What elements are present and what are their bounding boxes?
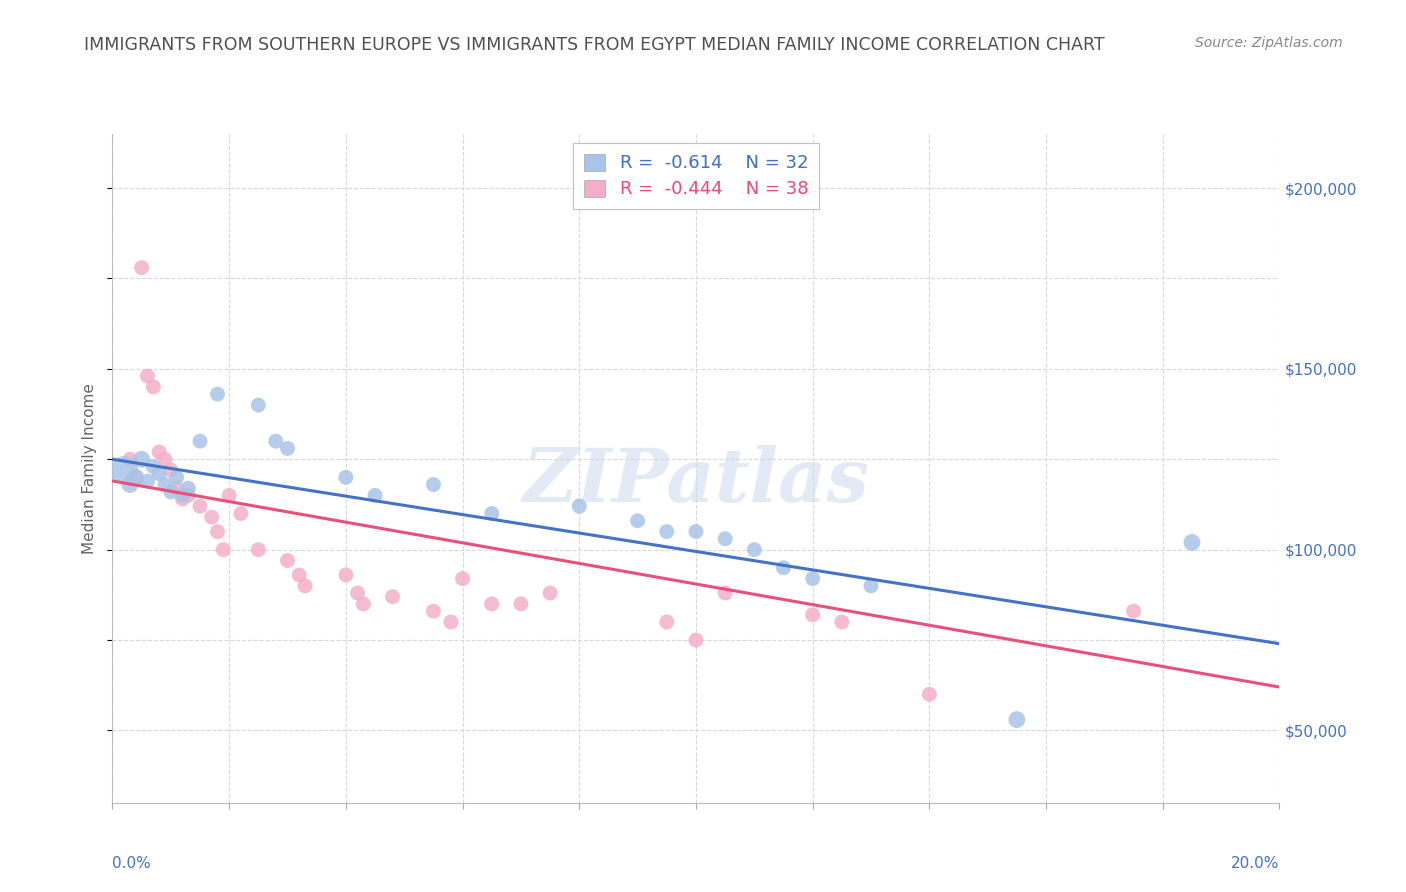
Y-axis label: Median Family Income: Median Family Income (82, 383, 97, 554)
Point (188, 500, 211, 514)
Point (1122, 604, 1144, 618)
Text: IMMIGRANTS FROM SOUTHERN EUROPE VS IMMIGRANTS FROM EGYPT MEDIAN FAMILY INCOME CO: IMMIGRANTS FROM SOUTHERN EUROPE VS IMMIG… (84, 36, 1105, 54)
Point (207, 524, 229, 539)
Point (166, 470, 188, 484)
Point (177, 481, 200, 495)
Point (118, 477, 141, 491)
Point (247, 398, 270, 412)
Point (509, 597, 531, 611)
Point (685, 633, 707, 648)
Point (160, 484, 183, 499)
Point (364, 488, 387, 502)
Point (655, 615, 678, 629)
Point (481, 507, 503, 521)
Point (142, 380, 165, 394)
Point (714, 532, 737, 546)
Point (335, 470, 357, 484)
Point (714, 586, 737, 600)
Legend: R =  -0.614    N = 32, R =  -0.444    N = 38: R = -0.614 N = 32, R = -0.444 N = 38 (572, 143, 820, 210)
Point (218, 488, 240, 502)
Point (276, 553, 298, 567)
Point (801, 572, 824, 586)
Point (918, 687, 941, 701)
Point (859, 579, 883, 593)
Point (125, 470, 148, 484)
Point (831, 615, 853, 629)
Point (742, 542, 765, 557)
Text: Source: ZipAtlas.com: Source: ZipAtlas.com (1195, 36, 1343, 50)
Point (112, 463, 135, 477)
Point (352, 597, 374, 611)
Point (264, 434, 287, 449)
Point (207, 387, 229, 401)
Point (172, 491, 194, 506)
Point (229, 507, 252, 521)
Point (136, 369, 159, 384)
Point (422, 604, 444, 618)
Point (685, 524, 707, 539)
Point (201, 510, 224, 524)
Point (153, 452, 176, 467)
Point (538, 586, 561, 600)
Point (131, 452, 153, 467)
Point (247, 542, 270, 557)
Point (166, 481, 188, 495)
Point (288, 568, 311, 582)
Point (335, 568, 357, 582)
Point (294, 579, 316, 593)
Point (160, 463, 183, 477)
Text: ZIPatlas: ZIPatlas (523, 445, 869, 518)
Point (131, 260, 153, 275)
Point (440, 615, 463, 629)
Point (346, 586, 368, 600)
Point (481, 597, 503, 611)
Point (136, 474, 159, 488)
Point (125, 470, 148, 484)
Point (148, 445, 170, 459)
Point (1181, 535, 1204, 549)
Point (568, 500, 591, 514)
Point (422, 477, 444, 491)
Point (1005, 713, 1028, 727)
Point (172, 488, 194, 502)
Point (153, 477, 176, 491)
Point (772, 560, 794, 574)
Text: 0.0%: 0.0% (112, 856, 152, 871)
Point (451, 572, 474, 586)
Point (142, 459, 165, 474)
Text: 20.0%: 20.0% (1232, 856, 1279, 871)
Point (177, 488, 200, 502)
Point (626, 514, 648, 528)
Point (212, 542, 235, 557)
Point (148, 467, 170, 481)
Point (188, 434, 211, 449)
Point (381, 590, 404, 604)
Point (655, 524, 678, 539)
Point (276, 442, 298, 456)
Point (801, 607, 824, 622)
Point (118, 452, 141, 467)
